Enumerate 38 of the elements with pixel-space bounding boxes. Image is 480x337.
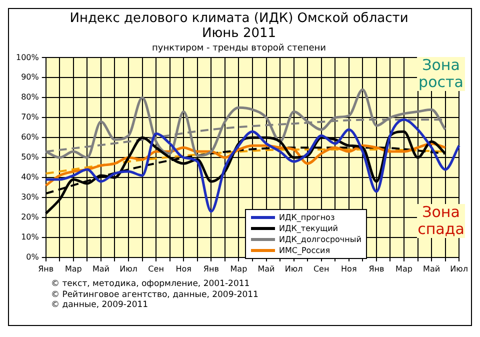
legend-label: ИДК_долгосрочный <box>279 235 362 244</box>
x-tick-label: Мар <box>230 264 248 274</box>
text: © текст, методика, оформление, 2001-2011 <box>51 279 251 290</box>
x-tick-label: Янв <box>203 264 220 274</box>
x-tick-label: Янв <box>38 264 54 274</box>
y-tick-label: 70% <box>21 112 40 122</box>
x-tick-label: Июл <box>284 264 303 274</box>
legend-label: ИМС_Россия <box>279 246 330 255</box>
x-tick-label: Сен <box>313 264 330 274</box>
legend-label: ИДК_текущий <box>279 224 338 233</box>
annotation: Зона спада <box>417 203 465 238</box>
x-tick-label: Ноя <box>341 264 357 274</box>
y-tick-label: 50% <box>21 152 40 162</box>
y-tick-label: 30% <box>21 192 40 202</box>
x-tick-label: Май <box>423 264 440 274</box>
x-tick-label: Май <box>258 264 275 274</box>
x-tick-label: Сен <box>148 264 164 274</box>
x-tick-label: Июл <box>450 264 468 274</box>
annotation: Зона роста <box>417 56 465 91</box>
x-tick-label: Мар <box>396 264 412 274</box>
x-tick-label: Ноя <box>176 264 192 274</box>
text: © Рейтинговое агентство, данные, 2009-2011 <box>51 290 258 300</box>
chart-subtitle: пунктиром - тренды второй степени <box>152 44 326 54</box>
y-tick-label: 90% <box>21 72 40 82</box>
y-tick-label: 10% <box>21 232 40 242</box>
text: © данные, 2009-2011 <box>51 300 150 310</box>
chart-title: Индекс делового климата (ИДК) Омской области Июнь 2011 <box>70 10 408 41</box>
x-tick-label: Янв <box>368 264 384 274</box>
y-tick-label: 80% <box>21 92 40 102</box>
y-tick-label: 100% <box>16 52 40 62</box>
legend-label: ИДК_прогноз <box>279 213 335 222</box>
x-tick-label: Май <box>92 264 110 274</box>
y-tick-label: 60% <box>21 132 40 142</box>
y-tick-label: 0% <box>26 252 40 262</box>
y-tick-label: 40% <box>21 172 40 182</box>
x-tick-label: Июл <box>120 264 138 274</box>
x-tick-label: Мар <box>64 264 82 274</box>
y-tick-label: 20% <box>21 212 40 222</box>
